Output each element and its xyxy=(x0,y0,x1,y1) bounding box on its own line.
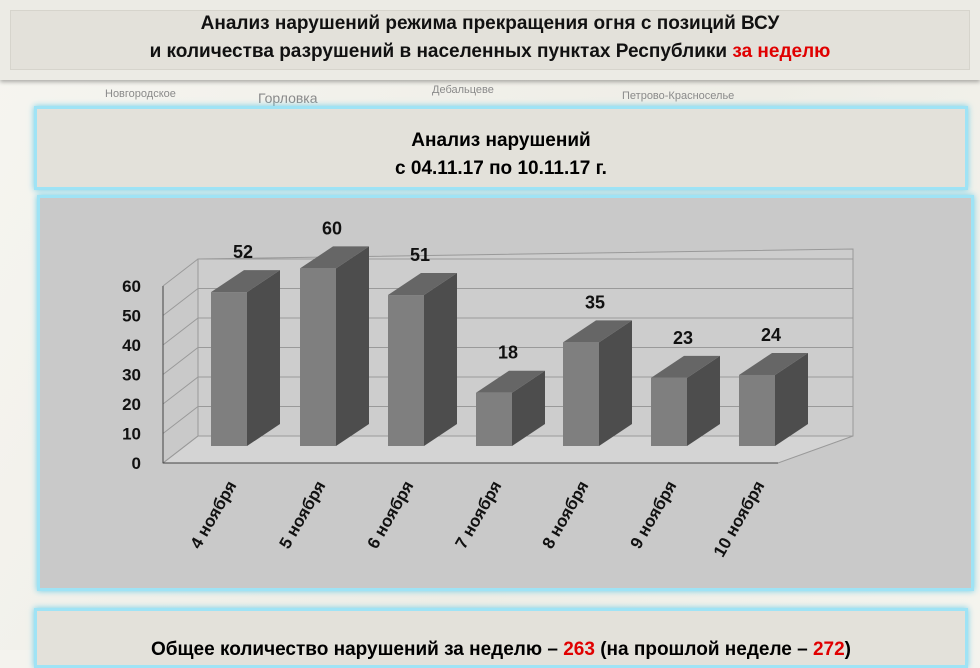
map-label: Петрово-Красноселье xyxy=(622,90,735,102)
footer-summary: Общее количество нарушений за неделю – 2… xyxy=(34,608,968,668)
subtitle-line-2: с 04.11.17 по 10.11.17 г. xyxy=(395,158,607,179)
x-tick-label: 6 ноября xyxy=(363,478,417,553)
bar-side xyxy=(424,273,457,446)
title-highlight: за неделю xyxy=(732,41,831,62)
bar xyxy=(563,342,599,446)
x-tick-label: 7 ноября xyxy=(451,478,505,553)
gridline xyxy=(162,347,853,375)
x-tick-label: 5 ноября xyxy=(275,478,329,553)
bar-side xyxy=(336,246,369,446)
bar-top xyxy=(300,246,369,269)
gridline xyxy=(162,376,853,405)
slide-title: Анализ нарушений режима прекращения огня… xyxy=(0,0,980,80)
map-label: Новгородское xyxy=(105,88,176,100)
data-label: 35 xyxy=(585,292,605,312)
gridline xyxy=(162,317,853,346)
bar-side xyxy=(247,270,280,446)
x-tick-label: 10 ноября xyxy=(710,478,769,561)
gridline xyxy=(162,406,853,434)
bar-top xyxy=(563,320,632,343)
bar xyxy=(476,392,512,446)
bar-top xyxy=(476,370,545,393)
gridline xyxy=(162,258,853,287)
bar-side xyxy=(599,320,632,446)
gridline xyxy=(162,288,853,316)
map-label: Горловка xyxy=(258,90,318,106)
bar xyxy=(388,295,424,446)
x-tick-label: 8 ноября xyxy=(538,478,592,553)
y-tick-label: 20 xyxy=(122,395,141,414)
title-line-1: Анализ нарушений режима прекращения огня… xyxy=(200,13,780,34)
bar-side xyxy=(512,370,545,446)
bar-top xyxy=(211,270,280,293)
data-label: 24 xyxy=(761,325,781,345)
y-tick-label: 50 xyxy=(122,307,141,326)
bar xyxy=(211,292,247,446)
bar-top xyxy=(388,273,457,296)
data-label: 18 xyxy=(498,343,518,363)
bar xyxy=(651,377,687,446)
data-label: 23 xyxy=(673,328,693,348)
bar-side xyxy=(687,355,720,446)
data-label: 52 xyxy=(233,242,253,262)
y-tick-label: 40 xyxy=(122,336,141,355)
x-tick-label: 4 ноября xyxy=(186,478,240,553)
chart-subtitle: Анализ нарушений с 04.11.17 по 10.11.17 … xyxy=(34,106,968,190)
gridline xyxy=(162,435,853,464)
bar-top xyxy=(651,355,720,378)
data-label: 60 xyxy=(322,218,342,238)
subtitle-line-1: Анализ нарушений xyxy=(411,130,591,151)
bar-chart: 0 10 20 30 40 50 60 52 4 ноября 60 5 ноября 51 6 ноя… xyxy=(122,218,854,561)
x-tick-label: 9 ноября xyxy=(626,478,680,553)
bar-top xyxy=(739,352,808,375)
chart-panel: 0 10 20 30 40 50 60 52 4 ноября 60 5 ноября 51 6 ноя… xyxy=(37,195,974,591)
data-label: 51 xyxy=(410,245,430,265)
map-label: Дебальцеве xyxy=(432,84,494,96)
y-tick-label: 10 xyxy=(122,425,141,444)
bar-side xyxy=(775,352,808,446)
y-tick-label: 30 xyxy=(122,366,141,385)
y-tick-label: 60 xyxy=(122,277,141,296)
bar xyxy=(300,268,336,446)
y-tick-label: 0 xyxy=(132,454,141,473)
bar xyxy=(739,374,775,446)
title-line-2: и количества разрушений в населенных пун… xyxy=(0,38,980,66)
title-line-2-text: и количества разрушений в населенных пун… xyxy=(149,41,733,62)
